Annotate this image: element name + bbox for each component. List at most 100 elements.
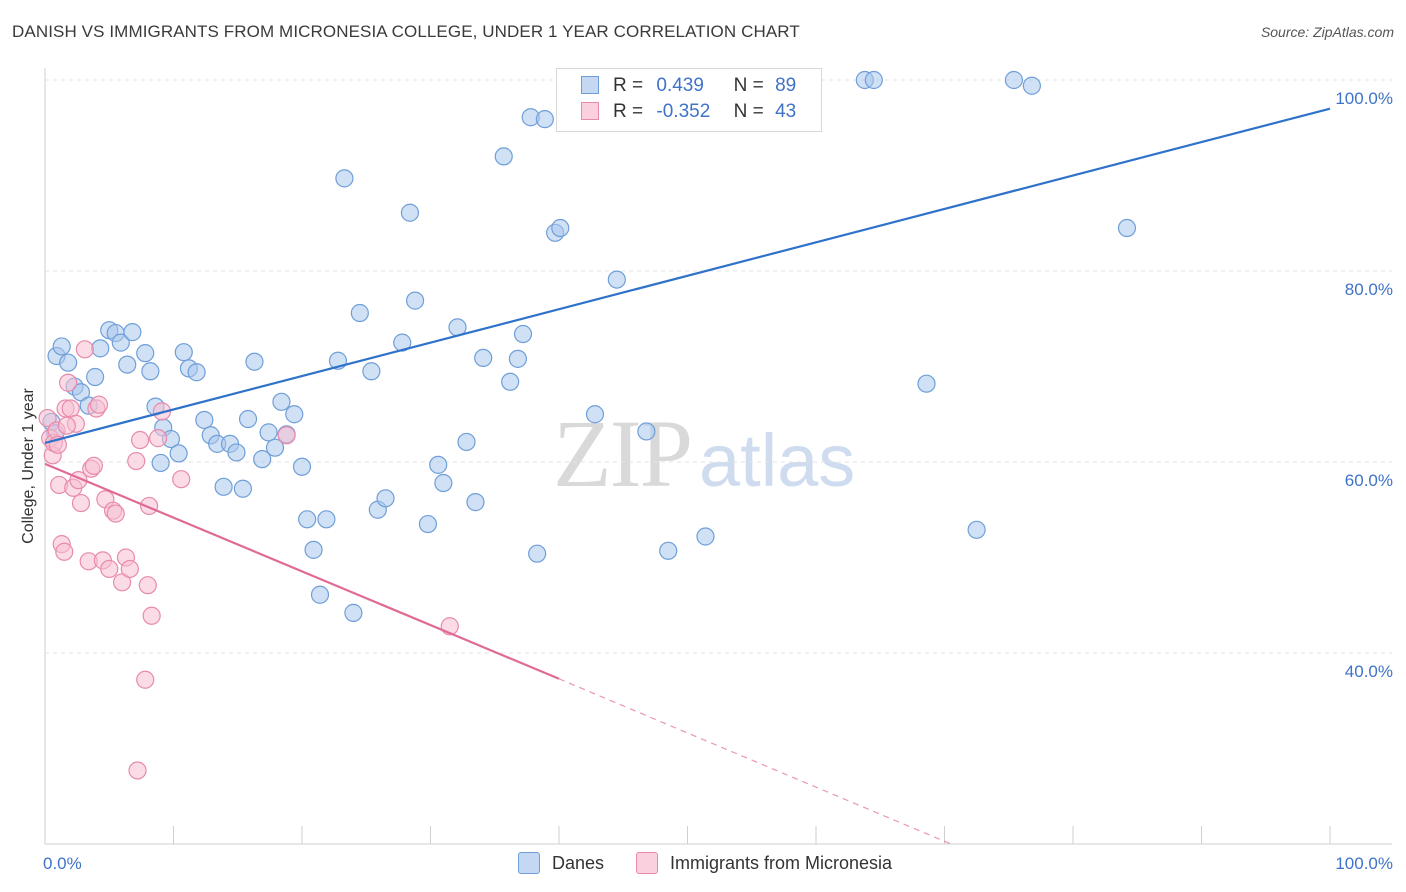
y-tick-label-80: 80.0% bbox=[1345, 280, 1393, 299]
micronesia-point-31 bbox=[136, 670, 155, 689]
micronesia-point-26 bbox=[112, 573, 132, 592]
danes-point-34 bbox=[253, 450, 272, 469]
micronesia-point-7 bbox=[55, 542, 74, 561]
micronesia-n-value: 43 bbox=[775, 101, 797, 122]
danes-point-8 bbox=[86, 367, 105, 387]
micronesia-point-30 bbox=[130, 430, 150, 450]
x-tick-label-0: 0.0% bbox=[43, 854, 82, 873]
danes-point-43 bbox=[310, 585, 330, 604]
danes-point-88 bbox=[1117, 218, 1137, 238]
legend-item-danes[interactable]: Danes bbox=[518, 852, 604, 874]
danes-point-64 bbox=[508, 349, 527, 368]
danes-point-62 bbox=[494, 147, 513, 166]
danes-points bbox=[42, 70, 1137, 622]
danes-point-61 bbox=[474, 348, 493, 368]
micronesia-point-18 bbox=[84, 456, 103, 475]
chart-title: DANISH VS IMMIGRANTS FROM MICRONESIA COL… bbox=[12, 22, 800, 41]
micronesia-point-32 bbox=[138, 576, 157, 595]
y-tick-label-60: 60.0% bbox=[1345, 471, 1393, 490]
series-legend: Danes Immigrants from Micronesia bbox=[0, 852, 1406, 878]
axes bbox=[44, 68, 1392, 845]
danes-n-value: 89 bbox=[775, 75, 797, 96]
danes-point-85 bbox=[967, 520, 986, 539]
danes-trend-line bbox=[44, 107, 1331, 444]
danes-point-31 bbox=[233, 479, 252, 498]
danes-point-36 bbox=[265, 438, 285, 457]
danes-point-24 bbox=[187, 363, 206, 382]
danes-point-28 bbox=[214, 477, 233, 496]
danes-point-4 bbox=[59, 353, 78, 372]
micronesia-r-value: -0.352 bbox=[656, 101, 711, 122]
danes-legend-label: Danes bbox=[552, 853, 605, 873]
danes-r-label: R = bbox=[613, 75, 644, 96]
danes-point-44 bbox=[317, 510, 336, 529]
micronesia-point-20 bbox=[89, 395, 109, 414]
danes-point-37 bbox=[272, 392, 291, 411]
danes-point-35 bbox=[259, 423, 278, 442]
danes-point-86 bbox=[1004, 70, 1023, 90]
source-credit: Source: ZipAtlas.com bbox=[1260, 24, 1394, 40]
danes-point-54 bbox=[405, 291, 425, 310]
danes-point-59 bbox=[457, 432, 476, 452]
micronesia-point-35 bbox=[148, 429, 168, 448]
y-axis-title: College, Under 1 year bbox=[20, 388, 37, 544]
danes-point-12 bbox=[111, 333, 130, 352]
danes-point-47 bbox=[344, 603, 363, 622]
danes-point-87 bbox=[1022, 76, 1041, 95]
micronesia-point-29 bbox=[127, 451, 146, 471]
danes-point-18 bbox=[151, 453, 170, 473]
micronesia-point-15 bbox=[75, 340, 94, 359]
micronesia-point-37 bbox=[172, 470, 191, 489]
micronesia-points bbox=[38, 340, 459, 780]
micronesia-point-40 bbox=[128, 761, 147, 780]
danes-point-48 bbox=[350, 303, 369, 323]
danes-point-41 bbox=[298, 510, 317, 529]
danes-point-74 bbox=[607, 270, 626, 289]
y-tick-label-100: 100.0% bbox=[1335, 89, 1393, 108]
x-tick-label-100: 100.0% bbox=[1335, 854, 1393, 873]
legend-row-micronesia: R = -0.352 N = 43 bbox=[581, 101, 796, 129]
micronesia-point-14 bbox=[71, 493, 91, 513]
danes-point-22 bbox=[174, 343, 193, 362]
danes-point-49 bbox=[362, 362, 381, 381]
micronesia-r-label: R = bbox=[613, 101, 644, 122]
micronesia-trend-extension bbox=[558, 678, 952, 845]
danes-r-value: 0.439 bbox=[656, 75, 704, 96]
danes-point-51 bbox=[376, 489, 395, 508]
danes-point-16 bbox=[141, 362, 160, 381]
micronesia-point-0 bbox=[38, 408, 57, 428]
danes-point-25 bbox=[195, 410, 214, 430]
danes-point-46 bbox=[335, 169, 354, 188]
micronesia-legend-label: Immigrants from Micronesia bbox=[670, 853, 893, 873]
legend-item-micronesia[interactable]: Immigrants from Micronesia bbox=[636, 852, 892, 874]
danes-point-6 bbox=[71, 383, 91, 402]
danes-point-63 bbox=[501, 372, 520, 391]
danes-point-32 bbox=[238, 409, 258, 429]
danes-point-30 bbox=[227, 443, 246, 462]
tick-labels: 40.0% 60.0% 80.0% 100.0% 0.0% 100.0% bbox=[43, 89, 1393, 873]
danes-n-label: N = bbox=[733, 75, 764, 96]
danes-point-33 bbox=[245, 352, 264, 371]
micronesia-point-9 bbox=[59, 373, 78, 392]
danes-point-68 bbox=[535, 110, 554, 129]
trend-lines bbox=[44, 107, 1331, 845]
danes-swatch bbox=[581, 76, 599, 94]
danes-point-78 bbox=[696, 527, 715, 546]
micronesia-point-38 bbox=[277, 426, 296, 445]
danes-point-65 bbox=[513, 324, 533, 344]
micronesia-point-10 bbox=[61, 399, 80, 418]
danes-point-21 bbox=[169, 444, 188, 463]
micronesia-point-25 bbox=[106, 504, 125, 523]
micronesia-point-23 bbox=[100, 559, 119, 579]
danes-point-75 bbox=[637, 422, 656, 441]
danes-point-56 bbox=[429, 455, 448, 474]
legend-row-danes: R = 0.439 N = 89 bbox=[581, 75, 796, 103]
micronesia-trend-line bbox=[44, 462, 560, 680]
micronesia-point-42 bbox=[57, 416, 76, 435]
correlation-legend: R = 0.439 N = 89 R = -0.352 N = 43 bbox=[556, 68, 822, 132]
micronesia-swatch bbox=[581, 102, 599, 120]
danes-point-14 bbox=[123, 323, 142, 342]
danes-point-39 bbox=[285, 405, 304, 424]
danes-point-77 bbox=[659, 541, 678, 560]
